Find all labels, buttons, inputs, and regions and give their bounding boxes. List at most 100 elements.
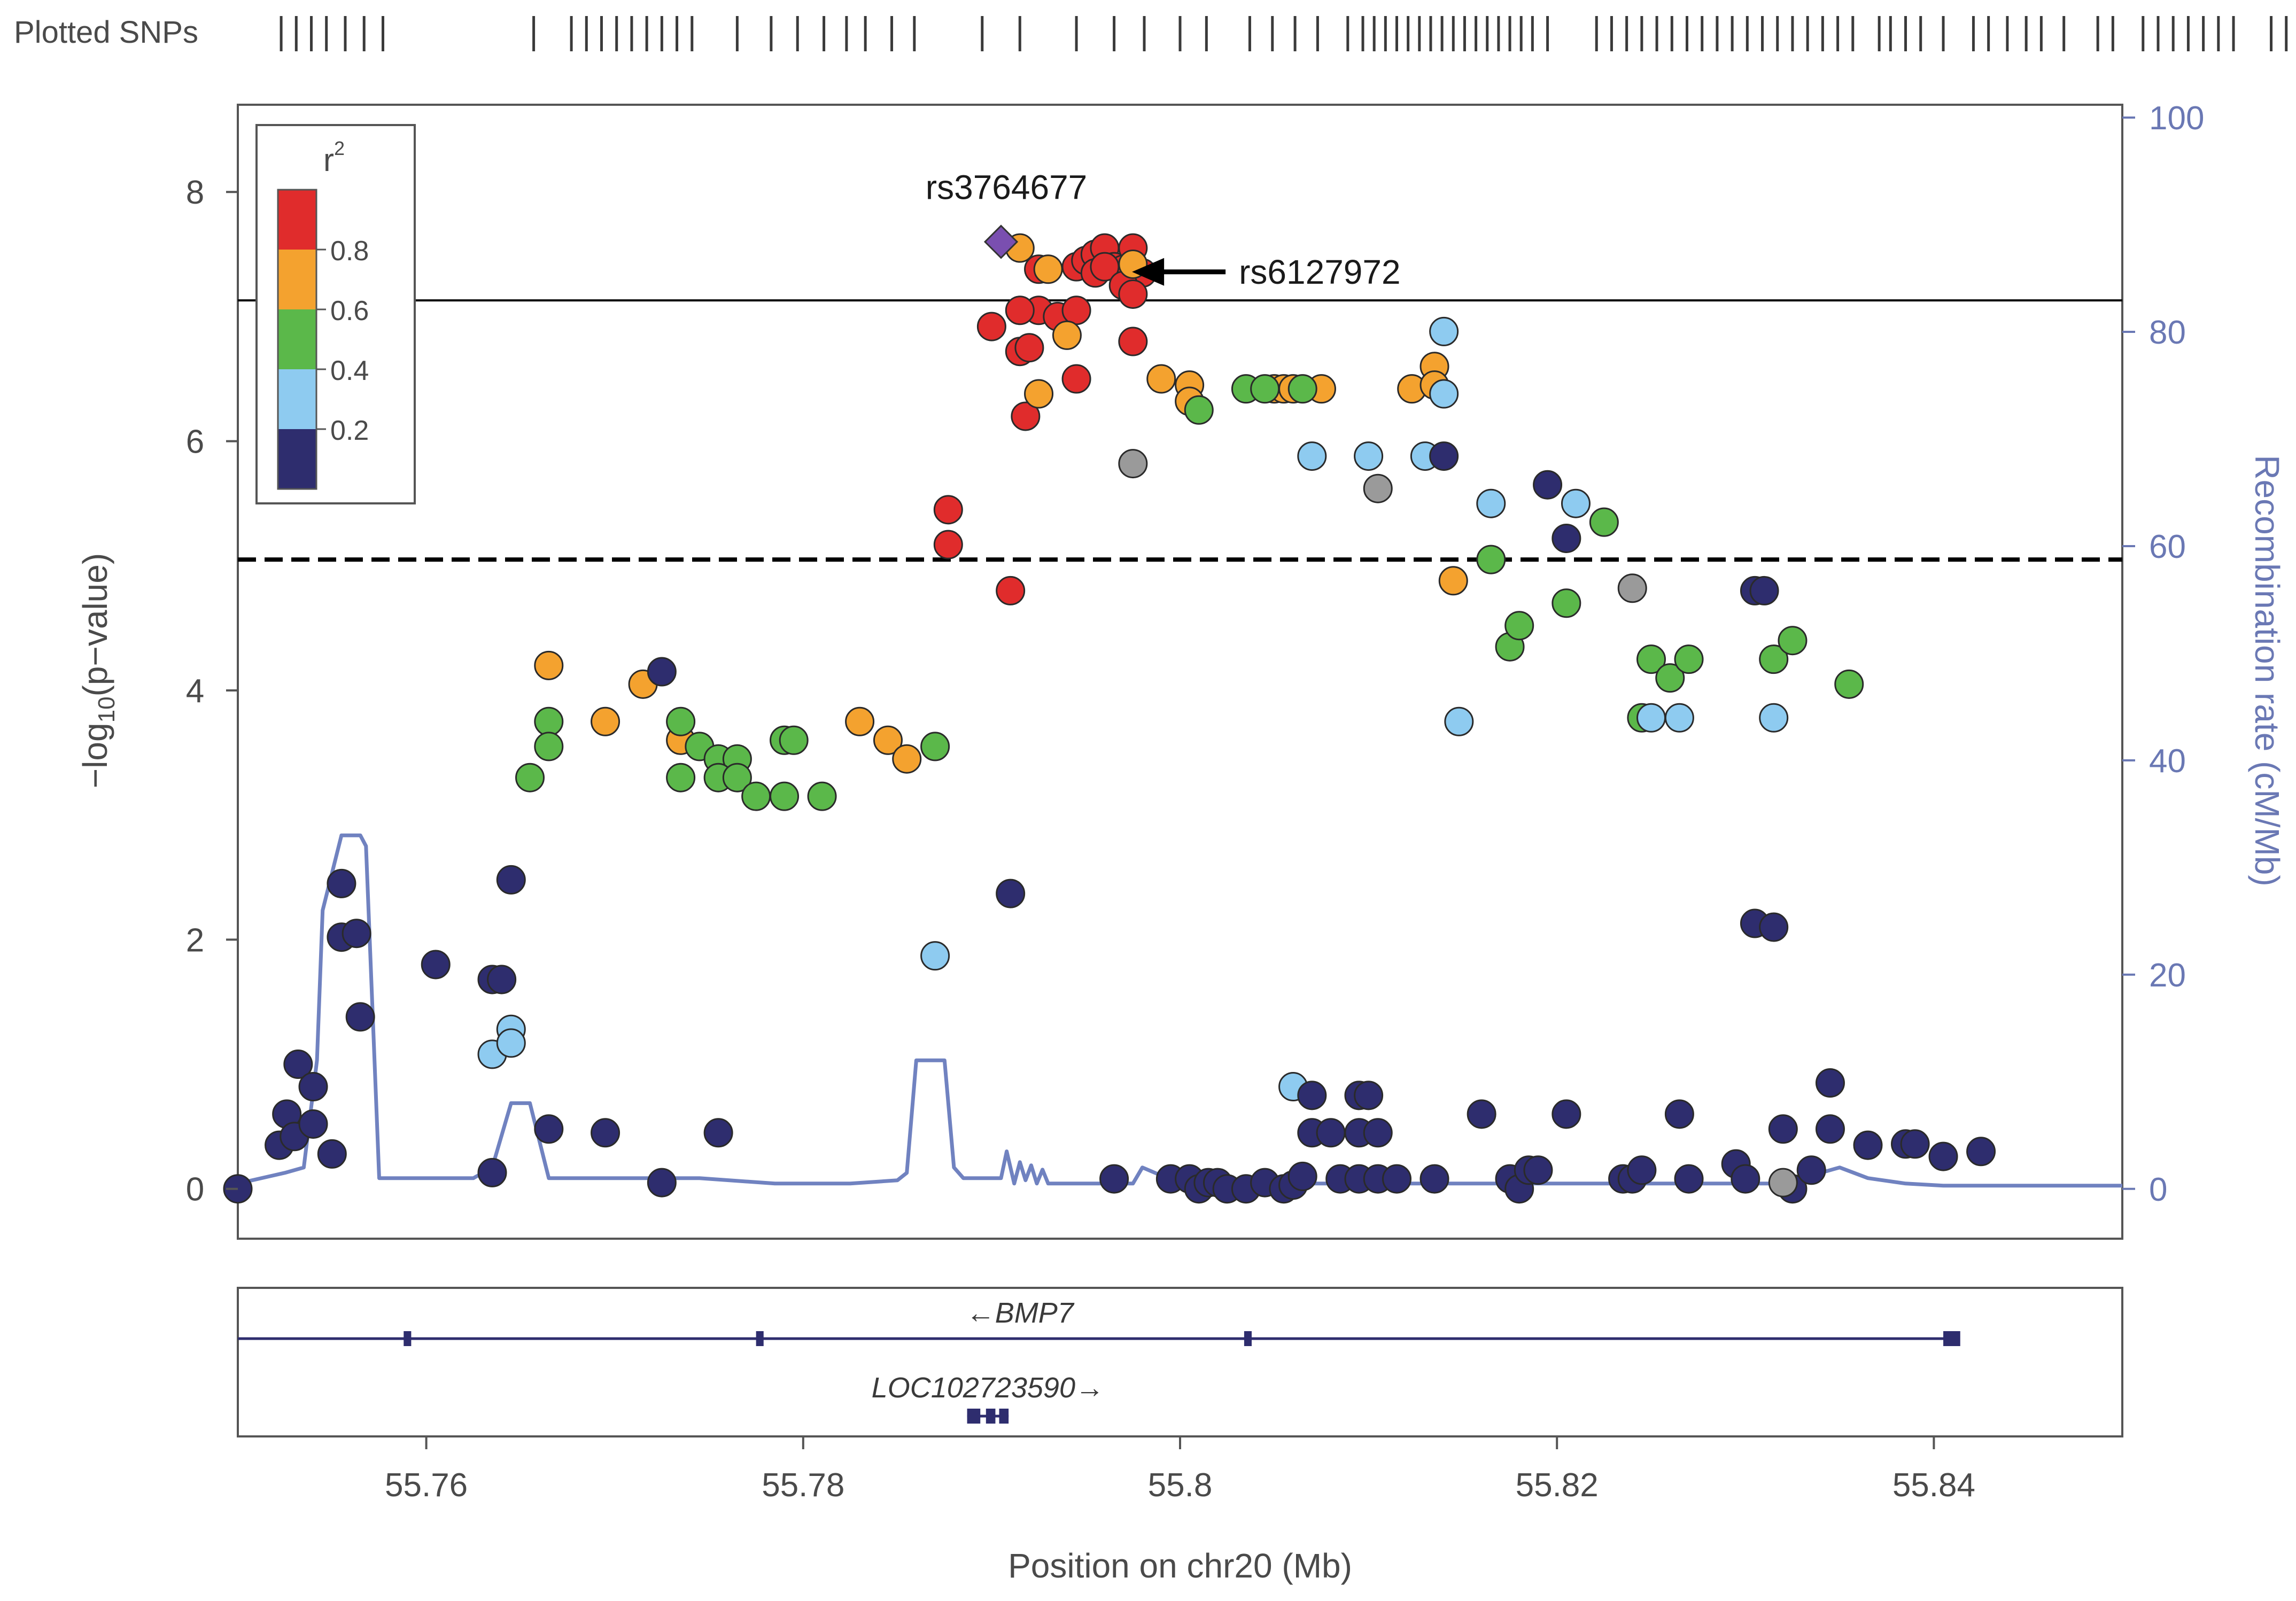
- gene-exon: [986, 1409, 996, 1424]
- snp-point: [996, 879, 1026, 908]
- snp-point: [933, 495, 963, 525]
- legend-bin: [278, 309, 316, 369]
- snp-point: [1778, 626, 1808, 656]
- legend-bin: [278, 250, 316, 309]
- snp-point: [722, 763, 752, 792]
- gene-exon: [756, 1331, 764, 1346]
- snp-point: [1759, 703, 1789, 733]
- snp-point: [1476, 545, 1506, 574]
- snp-point: [1297, 1081, 1327, 1110]
- snp-point: [1674, 1164, 1704, 1194]
- snp-point: [1928, 1141, 1958, 1171]
- snp-point: [1664, 1099, 1694, 1129]
- snp-point: [1061, 364, 1091, 394]
- snp-point: [779, 725, 809, 755]
- snp-point: [534, 650, 564, 680]
- snp-point: [920, 941, 950, 971]
- snp-point: [1354, 441, 1384, 471]
- snp-point: [1250, 374, 1280, 404]
- gene-exon: [1244, 1331, 1252, 1346]
- snp-point: [1316, 1118, 1346, 1148]
- gene-label: LOC102723590→: [872, 1372, 1104, 1404]
- snp-point: [1420, 1164, 1449, 1194]
- snp-point: [534, 706, 564, 736]
- snp-point: [1768, 1114, 1798, 1144]
- snp-point: [1052, 320, 1082, 350]
- x-tick-label: 55.78: [762, 1467, 844, 1504]
- snp-point: [1853, 1130, 1883, 1160]
- snp-point: [1061, 296, 1091, 325]
- y2-tick-label: 0: [2149, 1171, 2167, 1208]
- gene-track-frame: [237, 1287, 2123, 1437]
- snp-point: [1146, 364, 1176, 394]
- gene-exon: [1943, 1331, 1960, 1346]
- y-tick-label: 8: [186, 174, 204, 211]
- y-axis-title-post: (p−value): [76, 553, 114, 697]
- snp-point: [1966, 1137, 1996, 1167]
- snp-point: [591, 706, 620, 736]
- snp-point: [770, 781, 800, 811]
- snp-point: [1552, 588, 1581, 618]
- legend-color-bins: 0.2 0.4 0.6 0.8: [277, 189, 369, 490]
- snp-point: [1749, 576, 1779, 605]
- snp-point: [1118, 279, 1148, 309]
- snp-point: [920, 732, 950, 761]
- snp-point: [666, 763, 696, 792]
- snp-point: [1561, 488, 1591, 518]
- snp-point: [1444, 706, 1474, 736]
- snp-point: [1118, 327, 1148, 356]
- snp-point: [345, 1002, 375, 1032]
- y-axis-left: 0 2 4 6 8: [186, 174, 238, 1208]
- snp-point: [1523, 1155, 1553, 1185]
- snp-point: [1287, 1161, 1317, 1191]
- legend-bin-label: 0.2: [330, 415, 369, 446]
- snp-point: [933, 530, 963, 559]
- annotation-arrow-head: [1132, 258, 1165, 286]
- snp-point: [1363, 1118, 1393, 1148]
- snp-point: [1552, 523, 1581, 553]
- x-axis-title: Position on chr20 (Mb): [1008, 1546, 1352, 1585]
- legend-title-superscript: 2: [334, 137, 345, 159]
- legend-bin-label: 0.6: [330, 296, 369, 327]
- snp-point: [1627, 1155, 1657, 1185]
- snp-point: [1636, 703, 1666, 733]
- snp-point: [845, 706, 875, 736]
- snp-point: [1099, 1164, 1129, 1194]
- snp-point: [515, 763, 545, 792]
- snp-point: [1382, 1164, 1411, 1194]
- x-tick-label: 55.76: [385, 1467, 468, 1504]
- snp-point: [327, 868, 356, 898]
- y-axis-title: −log10(p−value): [76, 553, 120, 788]
- snp-point: [807, 781, 837, 811]
- snp-rug: [280, 16, 2288, 51]
- gene-exon: [404, 1331, 412, 1346]
- snp-point: [892, 744, 922, 774]
- snp-point: [1768, 1168, 1798, 1198]
- snp-point: [666, 706, 696, 736]
- lead-snp-point: [983, 224, 1019, 259]
- snp-point: [1533, 470, 1563, 500]
- snp-point: [1731, 1164, 1760, 1194]
- y-axis-title-pre: −log: [76, 722, 114, 788]
- snp-point: [1815, 1068, 1845, 1098]
- gene-track: ←BMP7 LOC102723590→: [238, 1297, 1960, 1424]
- snp-point: [1118, 449, 1148, 479]
- gene-exon: [967, 1409, 981, 1424]
- snp-point: [487, 965, 517, 994]
- y-axis-title-subscript: 10: [94, 696, 120, 722]
- gene-label: ←BMP7: [966, 1297, 1075, 1329]
- plotted-snps-label: Plotted SNPs: [14, 15, 198, 50]
- snp-point: [1354, 1081, 1384, 1110]
- snp-point: [1636, 644, 1666, 674]
- snp-point: [534, 732, 564, 761]
- y2-tick-label: 100: [2149, 100, 2204, 137]
- main-plot-frame: [237, 104, 2123, 1240]
- snp-point: [1674, 644, 1704, 674]
- snp-point: [647, 657, 677, 687]
- snp-point: [342, 919, 371, 949]
- y-tick-label: 0: [186, 1171, 204, 1208]
- legend-bin: [278, 369, 316, 429]
- snp-point: [1655, 663, 1685, 693]
- snp-point: [873, 725, 903, 755]
